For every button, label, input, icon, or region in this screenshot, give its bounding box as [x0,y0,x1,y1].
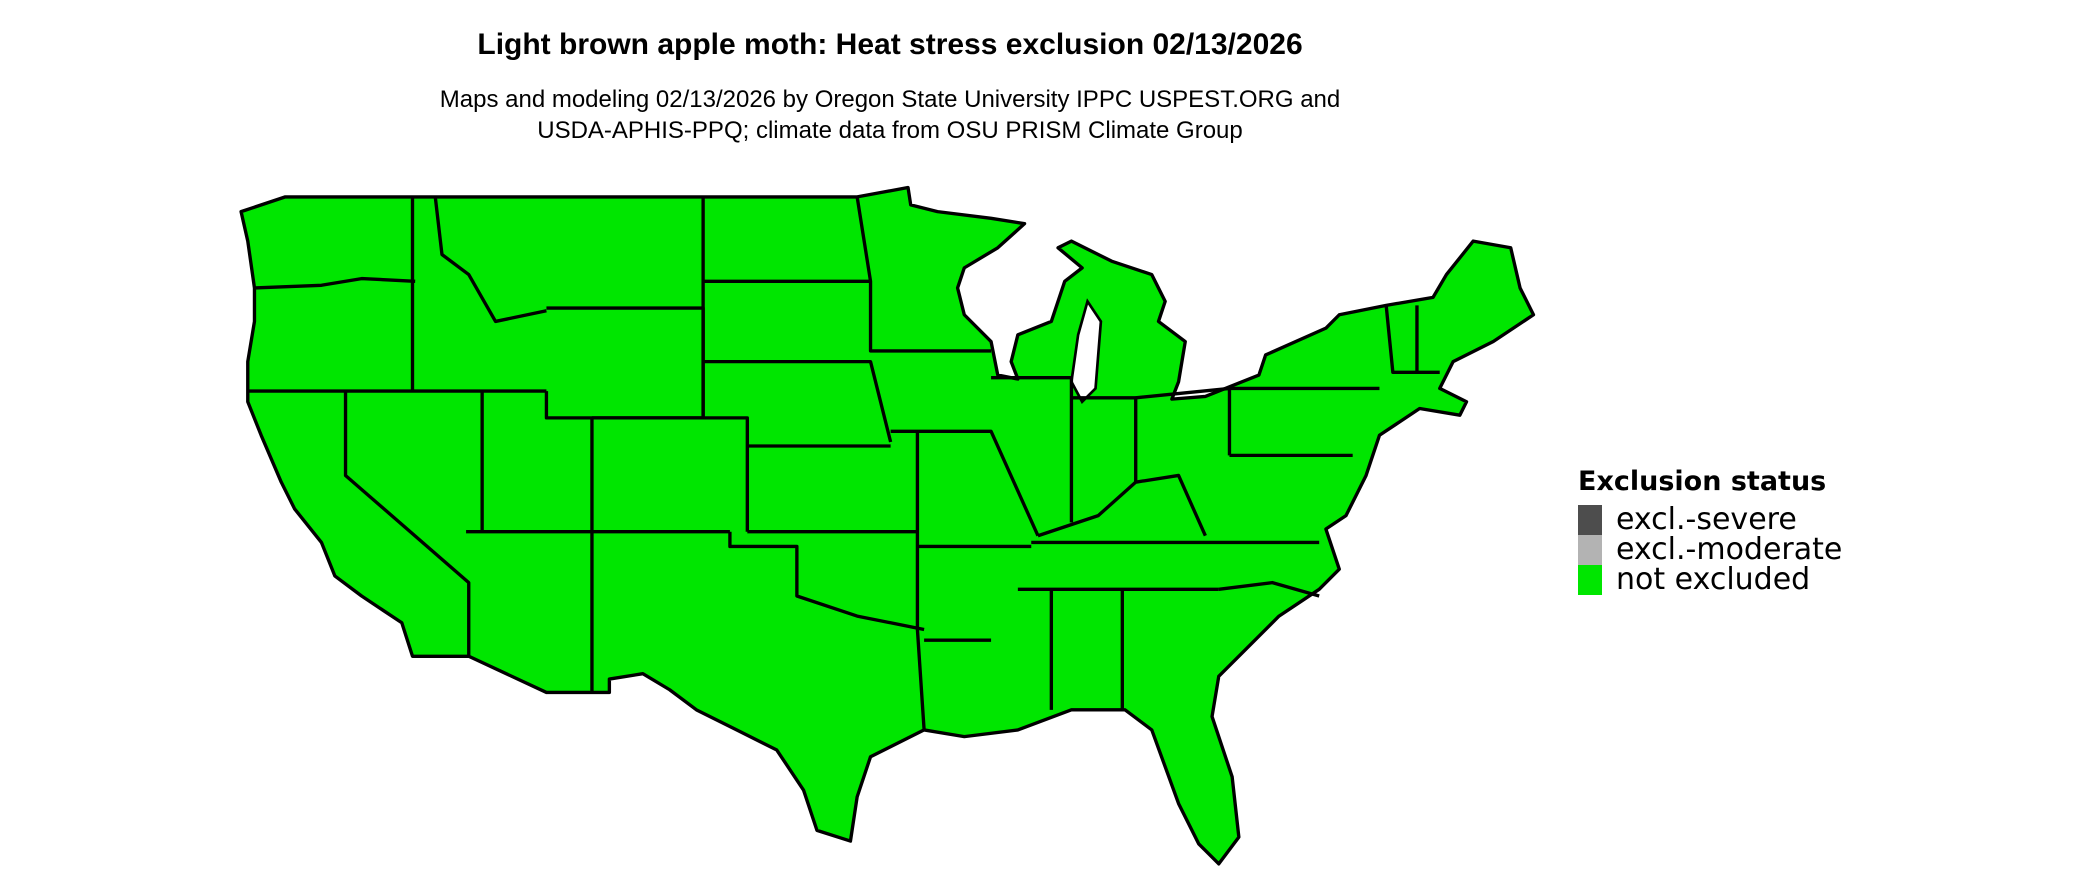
legend-swatch [1578,565,1602,595]
lake-michigan [1070,298,1103,405]
map-title: Light brown apple moth: Heat stress excl… [477,28,1303,61]
legend: Exclusion status excl.-severe excl.-mode… [1578,466,1842,595]
legend-swatch [1578,505,1602,535]
legend-item-excl-moderate: excl.-moderate [1578,535,1842,565]
map-subtitle-line-1: Maps and modeling 02/13/2026 by Oregon S… [439,86,1341,113]
legend-title: Exclusion status [1578,466,1827,497]
legend-label: excl.-severe [1616,502,1797,537]
legend-swatch [1578,535,1602,565]
state-borders [247,196,1440,731]
legend-item-excl-severe: excl.-severe [1578,505,1842,535]
legend-label: excl.-moderate [1616,532,1843,567]
legend-label: not excluded [1616,562,1811,597]
us-outline [239,185,1536,866]
map-subtitle-line-2: USDA-APHIS-PPQ; climate data from OSU PR… [537,117,1243,144]
legend-item-not-excluded: not excluded [1578,565,1842,595]
